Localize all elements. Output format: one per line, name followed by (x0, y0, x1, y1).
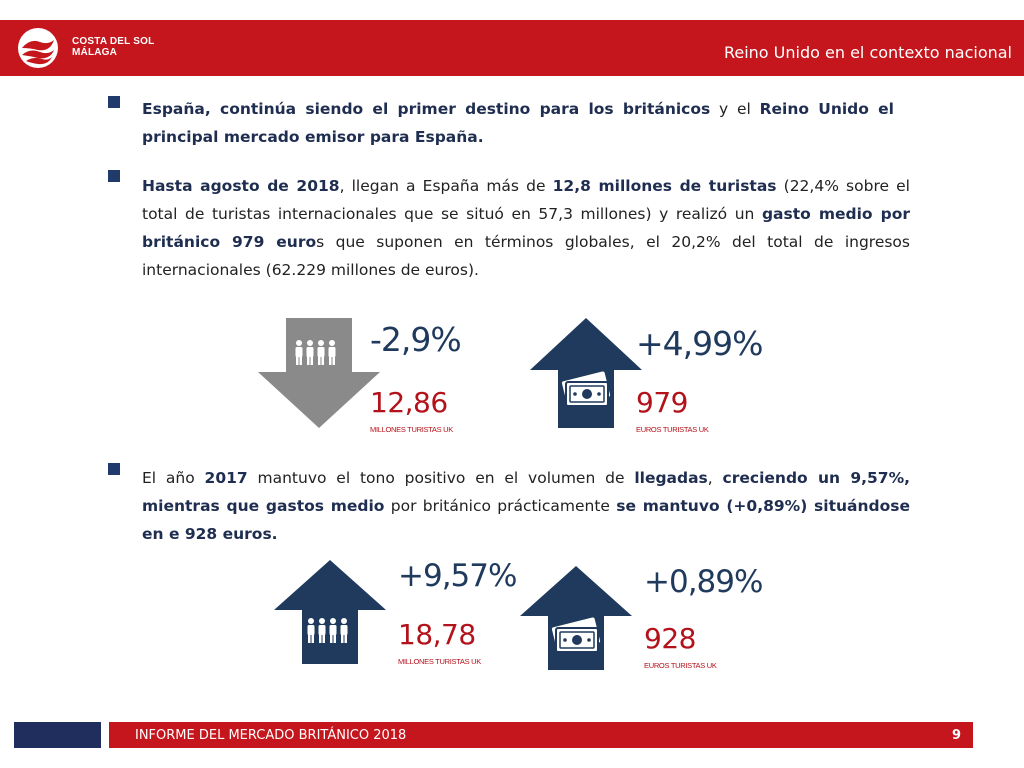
spending-change-2018: +4,99% (636, 324, 763, 363)
spending-change-2017: +0,89% (644, 564, 763, 600)
money-icon (551, 617, 601, 653)
tourists-change-2017: +9,57% (398, 558, 517, 594)
footer-bar: INFORME DEL MERCADO BRITÁNICO 2018 9 (109, 722, 973, 748)
down-arrow-icon (258, 318, 380, 428)
money-icon (561, 371, 611, 407)
bullet-square (108, 96, 120, 108)
section-title: Reino Unido en el contexto nacional (723, 43, 1012, 62)
tourists-label-2017: MILLONES TURISTAS UK (398, 657, 481, 666)
people-icon (307, 618, 348, 643)
up-arrow-icon (274, 560, 386, 664)
spending-value-2018: 979 (636, 386, 688, 419)
spending-label-2018: EUROS TURISTAS UK (636, 425, 709, 434)
tourists-value-2018: 12,86 (370, 386, 448, 419)
tourists-value-2017: 18,78 (398, 618, 476, 651)
paragraph-destination: España, continúa siendo el primer destin… (142, 100, 894, 146)
brand-name: COSTA DEL SOL MÁLAGA (72, 36, 155, 58)
footer-navy-block (14, 722, 101, 748)
bullet-square (108, 463, 120, 475)
spending-value-2017: 928 (644, 622, 696, 655)
spending-label-2017: EUROS TURISTAS UK (644, 661, 717, 670)
tourists-label-2018: MILLONES TURISTAS UK (370, 425, 453, 434)
report-title: INFORME DEL MERCADO BRITÁNICO 2018 (135, 728, 407, 743)
people-icon (295, 340, 336, 365)
up-arrow-icon (530, 318, 642, 428)
up-arrow-icon (520, 566, 632, 670)
paragraph-2018-summary: Hasta agosto de 2018, llegan a España má… (142, 177, 910, 279)
paragraph-2017-summary: El año 2017 mantuvo el tono positivo en … (142, 469, 910, 543)
costa-del-sol-logo (18, 28, 58, 68)
bullet-square (108, 170, 120, 182)
header-bar: COSTA DEL SOL MÁLAGA Reino Unido en el c… (0, 20, 1024, 76)
tourists-change-2018: -2,9% (370, 320, 462, 359)
page-number: 9 (951, 728, 961, 743)
